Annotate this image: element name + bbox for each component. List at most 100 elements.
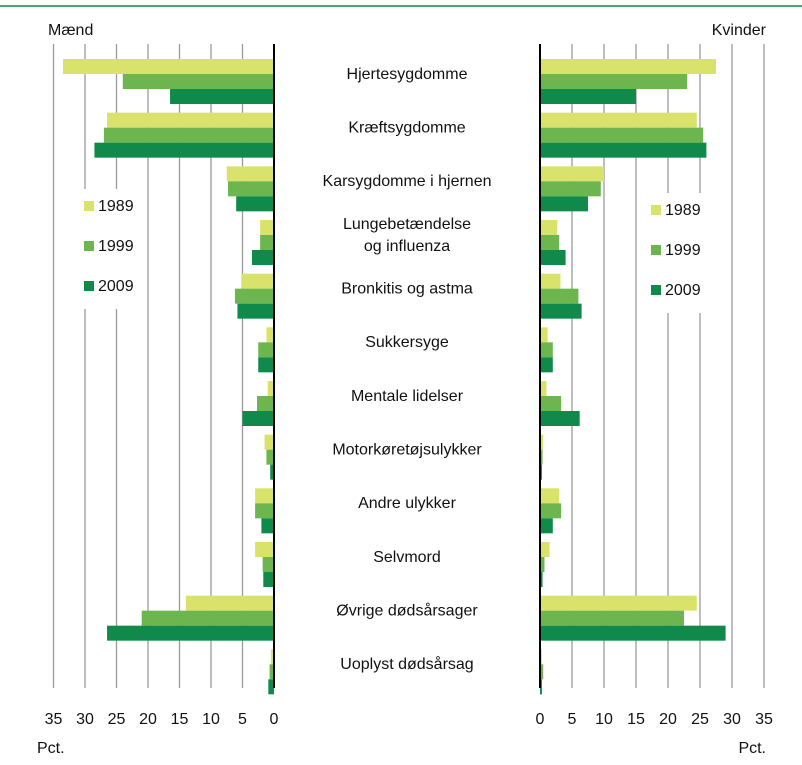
right-bar-1989 [540, 542, 550, 557]
right-tick-label: 35 [755, 711, 773, 728]
right-legend-label-2009: 2009 [665, 282, 701, 299]
left-bar-2009 [258, 357, 274, 373]
left-bar-1999 [269, 664, 274, 680]
left-tick-label: 0 [270, 711, 279, 728]
left-bar-1989 [270, 649, 274, 665]
right-bar-1999 [540, 503, 562, 519]
category-label: Mentale lidelser [351, 388, 464, 405]
category-label: Kræftsygdomme [348, 120, 465, 137]
category-label: Hjertesygdomme [347, 66, 468, 83]
left-bar-2009 [261, 518, 274, 534]
left-bar-2009 [107, 625, 274, 641]
right-bar-2009 [540, 411, 580, 426]
left-bar-2009 [268, 679, 274, 695]
left-tick-label: 5 [238, 711, 247, 728]
left-bar-2009 [263, 572, 274, 587]
right-tick-label: 5 [568, 711, 577, 728]
category-label: Sukkersyge [365, 334, 449, 351]
category-label: og influenza [364, 238, 450, 255]
left-legend-swatch-2009 [84, 281, 94, 291]
category-label: Uoplyst dødsårsag [340, 655, 473, 673]
right-bar-1989 [540, 595, 697, 611]
category-label: Selvmord [373, 549, 441, 566]
left-bar-1999 [255, 503, 274, 519]
left-tick-label: 25 [108, 711, 126, 728]
right-bar-2009 [540, 89, 636, 104]
left-bar-1989 [267, 381, 274, 396]
left-bar-2009 [170, 89, 274, 104]
left-bar-1989 [107, 112, 274, 128]
category-label: Bronkitis og astma [341, 281, 473, 298]
right-tick-label: 20 [659, 711, 677, 728]
left-bar-1999 [234, 288, 274, 304]
right-bar-1989 [540, 220, 558, 235]
left-bar-1999 [260, 235, 274, 250]
right-bar-1999 [540, 235, 560, 250]
right-bar-1989 [540, 273, 561, 289]
left-bar-1999 [256, 396, 274, 411]
right-tick-label: 0 [536, 711, 545, 728]
left-bar-1989 [241, 273, 274, 289]
left-tick-label: 15 [171, 711, 189, 728]
right-bar-1999 [540, 342, 553, 358]
left-bar-2009 [236, 196, 274, 212]
left-bar-1999 [141, 610, 274, 626]
right-unit-label: Pct. [738, 740, 766, 757]
right-bar-2009 [540, 303, 582, 319]
right-bar-1999 [540, 181, 601, 197]
right-bar-1989 [540, 381, 547, 396]
left-legend-swatch-1999 [84, 241, 94, 251]
category-label: Øvrige dødsårsager [336, 602, 478, 620]
left-bar-1999 [262, 557, 274, 572]
right-bar-1999 [540, 396, 562, 411]
right-legend-swatch-1989 [651, 205, 661, 215]
category-label: Karsygdomme i hjernen [323, 173, 492, 190]
right-bar-1999 [540, 664, 544, 680]
left-bar-1989 [260, 220, 274, 235]
right-bar-2009 [540, 142, 707, 158]
left-bar-1989 [62, 59, 275, 74]
right-bar-1999 [540, 610, 684, 626]
left-bar-2009 [242, 411, 274, 426]
left-bar-1989 [185, 595, 274, 611]
right-tick-label: 15 [627, 711, 645, 728]
left-legend-label-2009: 2009 [98, 278, 134, 295]
right-bar-2009 [540, 572, 543, 587]
right-legend-swatch-1999 [651, 245, 661, 255]
category-label: Lungebetændelse [343, 216, 471, 233]
left-bar-1989 [255, 542, 274, 557]
left-bar-2009 [94, 142, 274, 158]
left-tick-label: 20 [139, 711, 157, 728]
right-bar-1989 [540, 112, 697, 128]
left-bar-1999 [266, 449, 274, 465]
left-bar-2009 [251, 250, 274, 265]
left-bar-1999 [228, 181, 274, 197]
right-bar-2009 [540, 518, 553, 534]
right-bar-1999 [540, 557, 545, 572]
right-bar-1989 [540, 434, 544, 450]
left-tick-label: 35 [45, 711, 63, 728]
right-tick-label: 25 [691, 711, 709, 728]
left-bar-1999 [103, 127, 275, 143]
left-legend-swatch-1989 [84, 201, 94, 211]
right-tick-label: 10 [595, 711, 613, 728]
right-bar-1999 [540, 288, 579, 304]
category-label: Motorkøretøjsulykker [332, 442, 482, 459]
left-legend-label-1999: 1999 [98, 238, 134, 255]
right-legend-label-1999: 1999 [665, 242, 701, 259]
left-panel-title: Mænd [48, 22, 93, 39]
left-unit-label: Pct. [37, 740, 65, 757]
right-tick-label: 30 [723, 711, 741, 728]
left-legend-label-1989: 1989 [98, 198, 134, 215]
right-bar-1999 [540, 74, 688, 89]
right-panel-title: Kvinder [712, 22, 767, 39]
right-bar-1989 [540, 488, 560, 504]
right-bar-2009 [540, 357, 553, 373]
left-bar-2009 [237, 303, 274, 319]
left-bar-1989 [266, 327, 274, 343]
left-bar-1989 [226, 166, 274, 182]
right-bar-1989 [540, 327, 548, 343]
left-bar-1989 [255, 488, 274, 504]
right-bar-2009 [540, 625, 726, 641]
right-bar-2009 [540, 250, 566, 265]
